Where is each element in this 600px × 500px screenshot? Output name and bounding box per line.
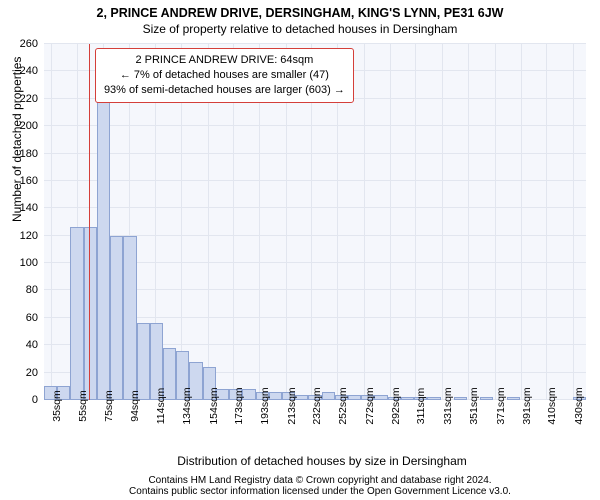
histogram-bar: [70, 227, 83, 400]
ytick-label: 20: [26, 367, 44, 379]
histogram-chart: 2 PRINCE ANDREW DRIVE: 64sqm ← 7% of det…: [44, 44, 586, 400]
xtick-label: 232sqm: [307, 387, 323, 424]
ytick-label: 260: [20, 38, 44, 50]
xtick-label: 252sqm: [333, 387, 349, 424]
annotation-box: 2 PRINCE ANDREW DRIVE: 64sqm ← 7% of det…: [95, 48, 354, 103]
xtick-label: 75sqm: [99, 390, 115, 422]
annotation-line3: 93% of semi-detached houses are larger (…: [104, 83, 345, 98]
ytick-label: 160: [20, 175, 44, 187]
ytick-label: 40: [26, 339, 44, 351]
xtick-label: 371sqm: [491, 387, 507, 424]
xtick-label: 351sqm: [464, 387, 480, 424]
annotation-line2: ← 7% of detached houses are smaller (47): [104, 68, 345, 83]
xtick-label: 55sqm: [73, 390, 89, 422]
xtick-label: 410sqm: [542, 387, 558, 424]
ytick-label: 100: [20, 257, 44, 269]
footer-line2: Contains public sector information licen…: [70, 486, 570, 497]
xtick-label: 154sqm: [204, 387, 220, 424]
xtick-label: 292sqm: [386, 387, 402, 424]
histogram-bar: [137, 323, 150, 400]
xtick-label: 193sqm: [255, 387, 271, 424]
xtick-label: 391sqm: [517, 387, 533, 424]
histogram-bar: [110, 236, 123, 400]
footer-line1: Contains HM Land Registry data © Crown c…: [70, 475, 570, 486]
xtick-label: 173sqm: [229, 387, 245, 424]
histogram-bar: [123, 236, 136, 400]
xtick-label: 94sqm: [125, 390, 141, 422]
xtick-label: 134sqm: [177, 387, 193, 424]
chart-title-sub: Size of property relative to detached ho…: [0, 20, 600, 36]
xtick-label: 35sqm: [47, 390, 63, 422]
xtick-label: 213sqm: [282, 387, 298, 424]
ytick-label: 60: [26, 312, 44, 324]
annotation-line1: 2 PRINCE ANDREW DRIVE: 64sqm: [104, 53, 345, 68]
xtick-label: 430sqm: [569, 387, 585, 424]
ytick-label: 80: [26, 284, 44, 296]
y-axis-label: Number of detached properties: [10, 57, 24, 222]
x-axis-label: Distribution of detached houses by size …: [22, 454, 600, 468]
marker-line: [89, 44, 91, 400]
xtick-label: 331sqm: [438, 387, 454, 424]
histogram-bar: [97, 97, 110, 400]
xtick-label: 272sqm: [360, 387, 376, 424]
xtick-label: 114sqm: [151, 388, 167, 425]
chart-title-main: 2, PRINCE ANDREW DRIVE, DERSINGHAM, KING…: [0, 0, 600, 20]
ytick-label: 180: [20, 148, 44, 160]
ytick-label: 220: [20, 93, 44, 105]
ytick-label: 240: [20, 65, 44, 77]
ytick-label: 120: [20, 230, 44, 242]
footer: Contains HM Land Registry data © Crown c…: [70, 475, 570, 497]
ytick-label: 200: [20, 120, 44, 132]
xtick-label: 311sqm: [411, 388, 427, 425]
ytick-label: 140: [20, 202, 44, 214]
ytick-label: 0: [32, 394, 44, 406]
